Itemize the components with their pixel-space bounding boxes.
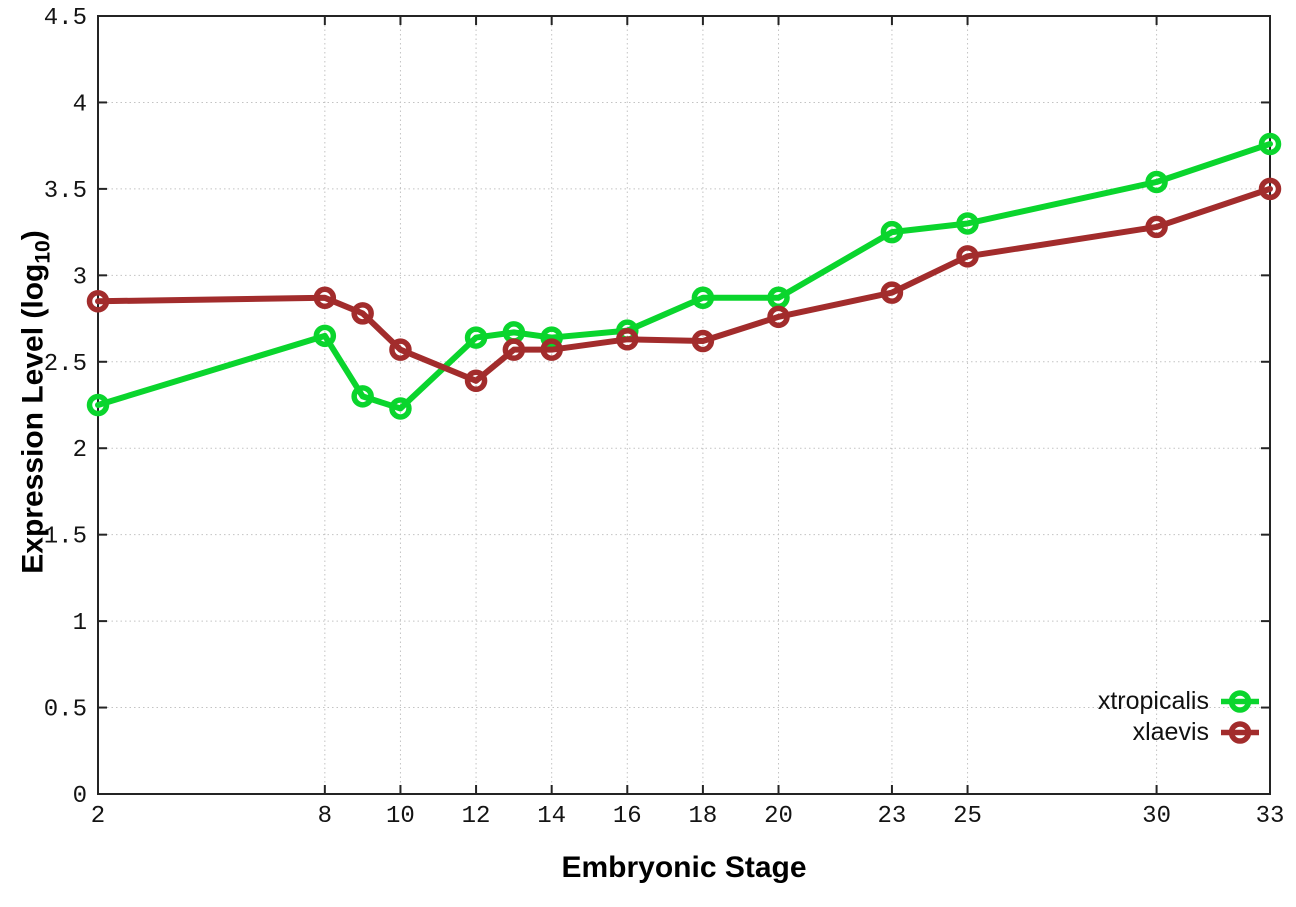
data-point-xlaevis — [880, 281, 904, 304]
y-tick-label: 2.5 — [44, 351, 87, 378]
data-point-xtropicalis — [880, 220, 904, 244]
series-line-xtropicalis — [95, 140, 1273, 412]
y-tick-label: 1 — [73, 610, 87, 637]
data-point-xtropicalis — [389, 397, 412, 420]
plot-border — [97, 15, 1271, 795]
y-tick-label: 0 — [73, 783, 87, 810]
legend-label-xtropicalis: xtropicalis — [1097, 687, 1209, 715]
y-tick-label: 1.5 — [44, 524, 87, 551]
y-tick-label: 4 — [73, 91, 87, 118]
x-tick-label: 20 — [764, 803, 793, 830]
data-point-xtropicalis — [1258, 132, 1282, 156]
x-tick-label: 33 — [1256, 803, 1285, 830]
y-axis-title-text: Expression Level (log — [16, 263, 50, 574]
data-point-xtropicalis — [351, 385, 374, 408]
legend-item-xlaevis: xlaevis — [1133, 717, 1262, 748]
y-axis-title-subscript: 10 — [31, 240, 55, 264]
y-tick-label: 2 — [73, 437, 87, 464]
x-tick-label: 8 — [318, 803, 332, 830]
legend-marker-circle — [1228, 690, 1252, 713]
y-axis-title: Expression Level (log10) — [17, 230, 56, 573]
x-tick-label: 12 — [462, 803, 491, 830]
y-axis-title-suffix: ) — [16, 230, 50, 241]
x-tick-label: 23 — [878, 803, 907, 830]
legend-marker-circle — [1228, 721, 1252, 744]
data-point-xtropicalis — [691, 286, 715, 310]
data-point-xlaevis — [956, 245, 979, 268]
data-point-xlaevis — [502, 338, 526, 361]
data-point-xlaevis — [691, 329, 715, 353]
legend-label-xlaevis: xlaevis — [1132, 718, 1209, 746]
data-point-xlaevis — [464, 369, 488, 393]
data-point-xtropicalis — [1145, 170, 1168, 194]
data-point-xlaevis — [313, 286, 337, 310]
data-point-xlaevis — [1145, 215, 1168, 239]
x-tick-label: 25 — [953, 803, 982, 830]
data-point-xtropicalis — [313, 324, 337, 348]
data-point-xlaevis — [389, 338, 412, 361]
legend: xtropicalis xlaevis — [1098, 686, 1262, 748]
x-tick-label: 14 — [537, 803, 566, 830]
y-tick-label: 0.5 — [44, 697, 87, 724]
data-point-xtropicalis — [956, 212, 979, 235]
data-point-xlaevis — [351, 302, 374, 325]
data-point-xlaevis — [616, 328, 639, 351]
data-point-xlaevis — [540, 338, 563, 361]
data-point-xtropicalis — [86, 393, 110, 417]
legend-marker-xtropicalis — [1221, 690, 1259, 713]
x-axis-title: Embryonic Stage — [561, 851, 807, 884]
y-tick-label: 3 — [73, 264, 87, 291]
y-tick-label: 4.5 — [44, 5, 87, 32]
legend-marker-xlaevis — [1221, 721, 1259, 744]
data-point-xlaevis — [1258, 177, 1282, 201]
data-point-xtropicalis — [540, 326, 563, 349]
x-tick-label: 10 — [386, 803, 415, 830]
y-tick-label: 3.5 — [44, 178, 87, 205]
x-tick-label: 30 — [1142, 803, 1171, 830]
data-point-xlaevis — [86, 290, 110, 313]
x-tick-label: 2 — [91, 803, 105, 830]
data-point-xtropicalis — [464, 326, 488, 349]
x-tick-label: 18 — [688, 803, 717, 830]
legend-item-xtropicalis: xtropicalis — [1098, 686, 1262, 717]
data-point-xlaevis — [767, 305, 790, 329]
x-tick-label: 16 — [613, 803, 642, 830]
